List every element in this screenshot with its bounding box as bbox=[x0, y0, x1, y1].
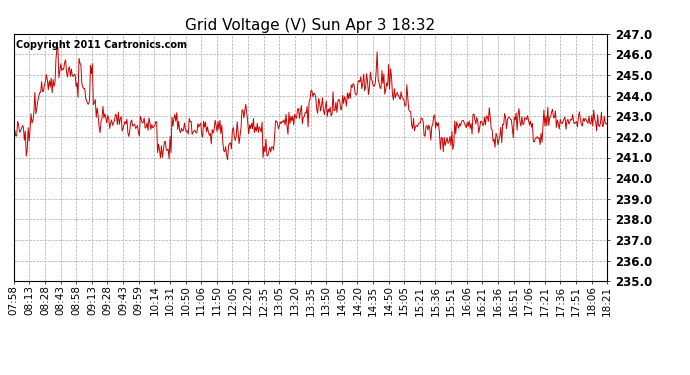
Text: Copyright 2011 Cartronics.com: Copyright 2011 Cartronics.com bbox=[16, 40, 186, 50]
Title: Grid Voltage (V) Sun Apr 3 18:32: Grid Voltage (V) Sun Apr 3 18:32 bbox=[186, 18, 435, 33]
